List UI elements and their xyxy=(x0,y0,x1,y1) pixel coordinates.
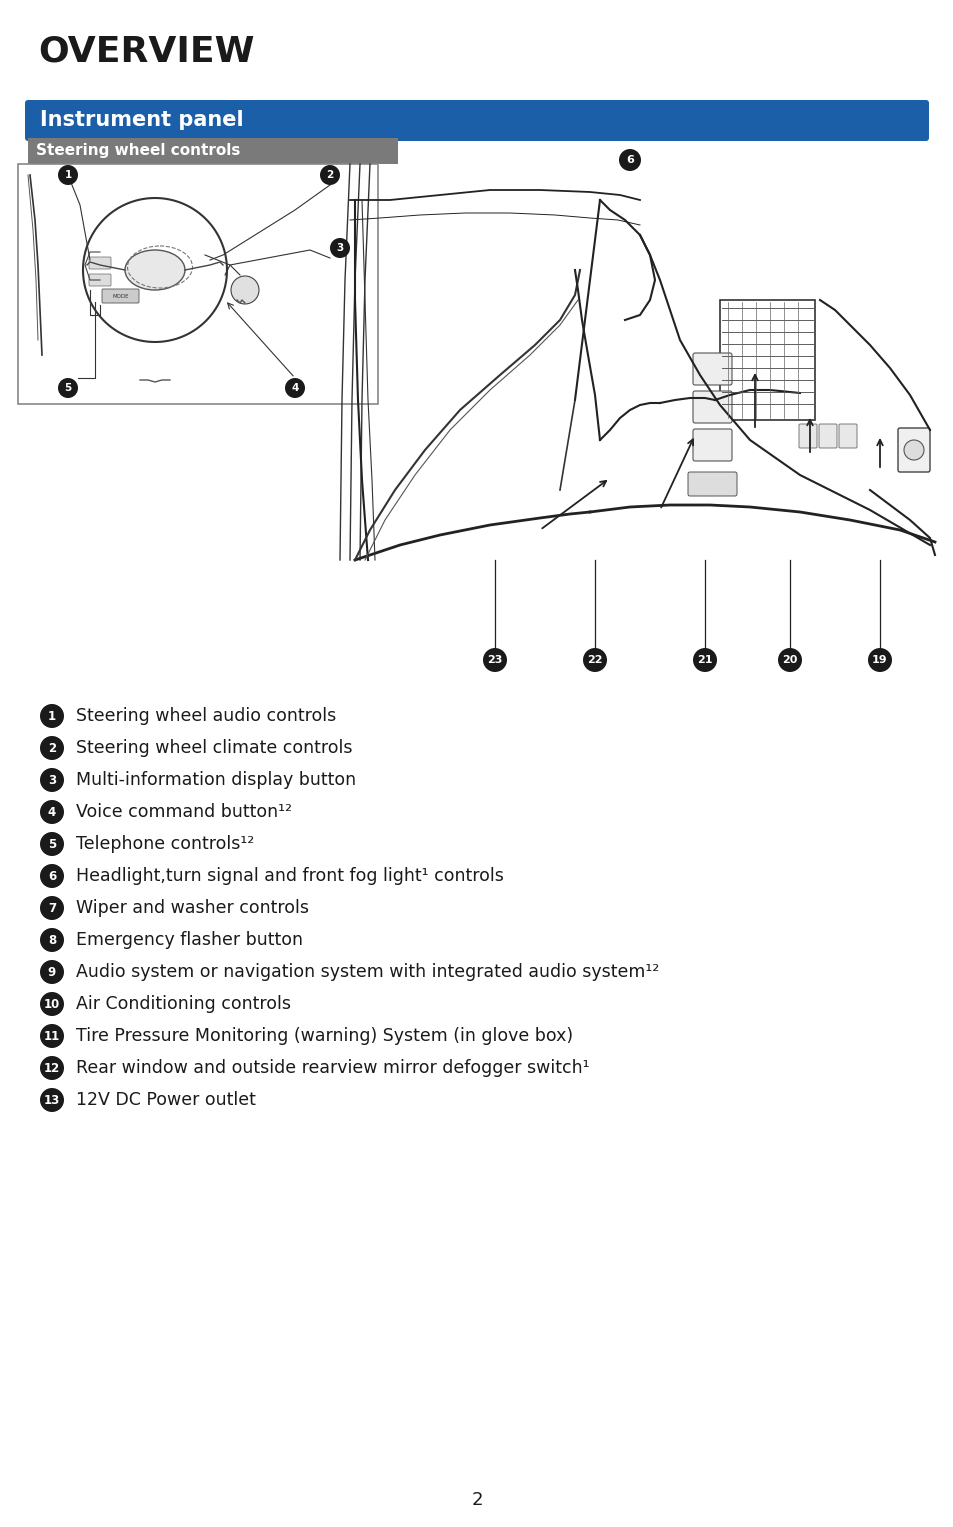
FancyBboxPatch shape xyxy=(897,428,929,472)
FancyBboxPatch shape xyxy=(89,273,111,286)
Text: Emergency flasher button: Emergency flasher button xyxy=(76,931,303,948)
Circle shape xyxy=(40,993,64,1015)
Circle shape xyxy=(40,1025,64,1048)
Text: 22: 22 xyxy=(587,655,602,664)
FancyBboxPatch shape xyxy=(838,425,856,447)
FancyBboxPatch shape xyxy=(692,391,731,423)
Text: 4: 4 xyxy=(291,383,298,392)
FancyBboxPatch shape xyxy=(102,289,139,302)
Text: Headlight,turn signal and front fog light¹ controls: Headlight,turn signal and front fog ligh… xyxy=(76,867,503,886)
Circle shape xyxy=(582,647,606,672)
Text: 5: 5 xyxy=(48,837,56,851)
Circle shape xyxy=(58,379,78,399)
Text: 6: 6 xyxy=(625,156,634,165)
FancyBboxPatch shape xyxy=(692,429,731,461)
Text: Steering wheel climate controls: Steering wheel climate controls xyxy=(76,739,352,757)
Circle shape xyxy=(40,704,64,728)
Text: 19: 19 xyxy=(871,655,887,664)
Text: Air Conditioning controls: Air Conditioning controls xyxy=(76,996,291,1012)
Text: 21: 21 xyxy=(697,655,712,664)
Text: 12: 12 xyxy=(44,1061,60,1075)
Text: 1: 1 xyxy=(48,710,56,722)
FancyBboxPatch shape xyxy=(818,425,836,447)
Circle shape xyxy=(40,896,64,919)
Circle shape xyxy=(40,864,64,889)
Text: 8: 8 xyxy=(48,933,56,947)
Text: Telephone controls¹²: Telephone controls¹² xyxy=(76,835,254,854)
Text: 6: 6 xyxy=(48,869,56,883)
FancyBboxPatch shape xyxy=(18,163,377,405)
Circle shape xyxy=(40,960,64,983)
Text: 13: 13 xyxy=(44,1093,60,1107)
Text: Instrument panel: Instrument panel xyxy=(40,110,243,130)
Circle shape xyxy=(40,736,64,760)
Circle shape xyxy=(867,647,891,672)
Text: 1: 1 xyxy=(64,169,71,180)
Text: Voice command button¹²: Voice command button¹² xyxy=(76,803,292,822)
Text: 3: 3 xyxy=(48,774,56,786)
Circle shape xyxy=(40,1057,64,1080)
Text: 2: 2 xyxy=(48,742,56,754)
FancyBboxPatch shape xyxy=(799,425,816,447)
Circle shape xyxy=(330,238,350,258)
Circle shape xyxy=(903,440,923,460)
Text: MODE: MODE xyxy=(112,293,129,298)
FancyBboxPatch shape xyxy=(28,137,397,163)
Circle shape xyxy=(40,928,64,951)
Text: 11: 11 xyxy=(44,1029,60,1043)
Circle shape xyxy=(482,647,506,672)
Text: 20: 20 xyxy=(781,655,797,664)
Text: Wiper and washer controls: Wiper and washer controls xyxy=(76,899,309,918)
Text: Rear window and outside rearview mirror defogger switch¹: Rear window and outside rearview mirror … xyxy=(76,1060,589,1077)
Circle shape xyxy=(40,1089,64,1112)
Circle shape xyxy=(692,647,717,672)
Text: 5: 5 xyxy=(64,383,71,392)
Circle shape xyxy=(58,165,78,185)
Text: 9: 9 xyxy=(48,965,56,979)
Circle shape xyxy=(285,379,305,399)
Circle shape xyxy=(319,165,339,185)
Ellipse shape xyxy=(125,250,185,290)
Text: 2: 2 xyxy=(326,169,334,180)
Circle shape xyxy=(40,832,64,857)
Text: OVERVIEW: OVERVIEW xyxy=(38,35,254,69)
Text: Steering wheel controls: Steering wheel controls xyxy=(36,144,240,159)
Text: 4: 4 xyxy=(48,806,56,818)
FancyBboxPatch shape xyxy=(692,353,731,385)
Text: 3: 3 xyxy=(336,243,343,253)
Circle shape xyxy=(40,768,64,793)
Circle shape xyxy=(231,276,258,304)
FancyBboxPatch shape xyxy=(687,472,737,496)
Circle shape xyxy=(40,800,64,825)
Text: 12V DC Power outlet: 12V DC Power outlet xyxy=(76,1090,255,1109)
FancyBboxPatch shape xyxy=(89,257,111,269)
FancyBboxPatch shape xyxy=(25,99,928,140)
Text: 2: 2 xyxy=(471,1490,482,1509)
Text: 10: 10 xyxy=(44,997,60,1011)
Text: 23: 23 xyxy=(487,655,502,664)
Circle shape xyxy=(618,150,640,171)
Text: 7: 7 xyxy=(48,901,56,915)
Text: Steering wheel audio controls: Steering wheel audio controls xyxy=(76,707,335,725)
Text: Multi-information display button: Multi-information display button xyxy=(76,771,355,789)
Text: Tire Pressure Monitoring (warning) System (in glove box): Tire Pressure Monitoring (warning) Syste… xyxy=(76,1028,573,1044)
Circle shape xyxy=(778,647,801,672)
Text: Audio system or navigation system with integrated audio system¹²: Audio system or navigation system with i… xyxy=(76,964,659,980)
